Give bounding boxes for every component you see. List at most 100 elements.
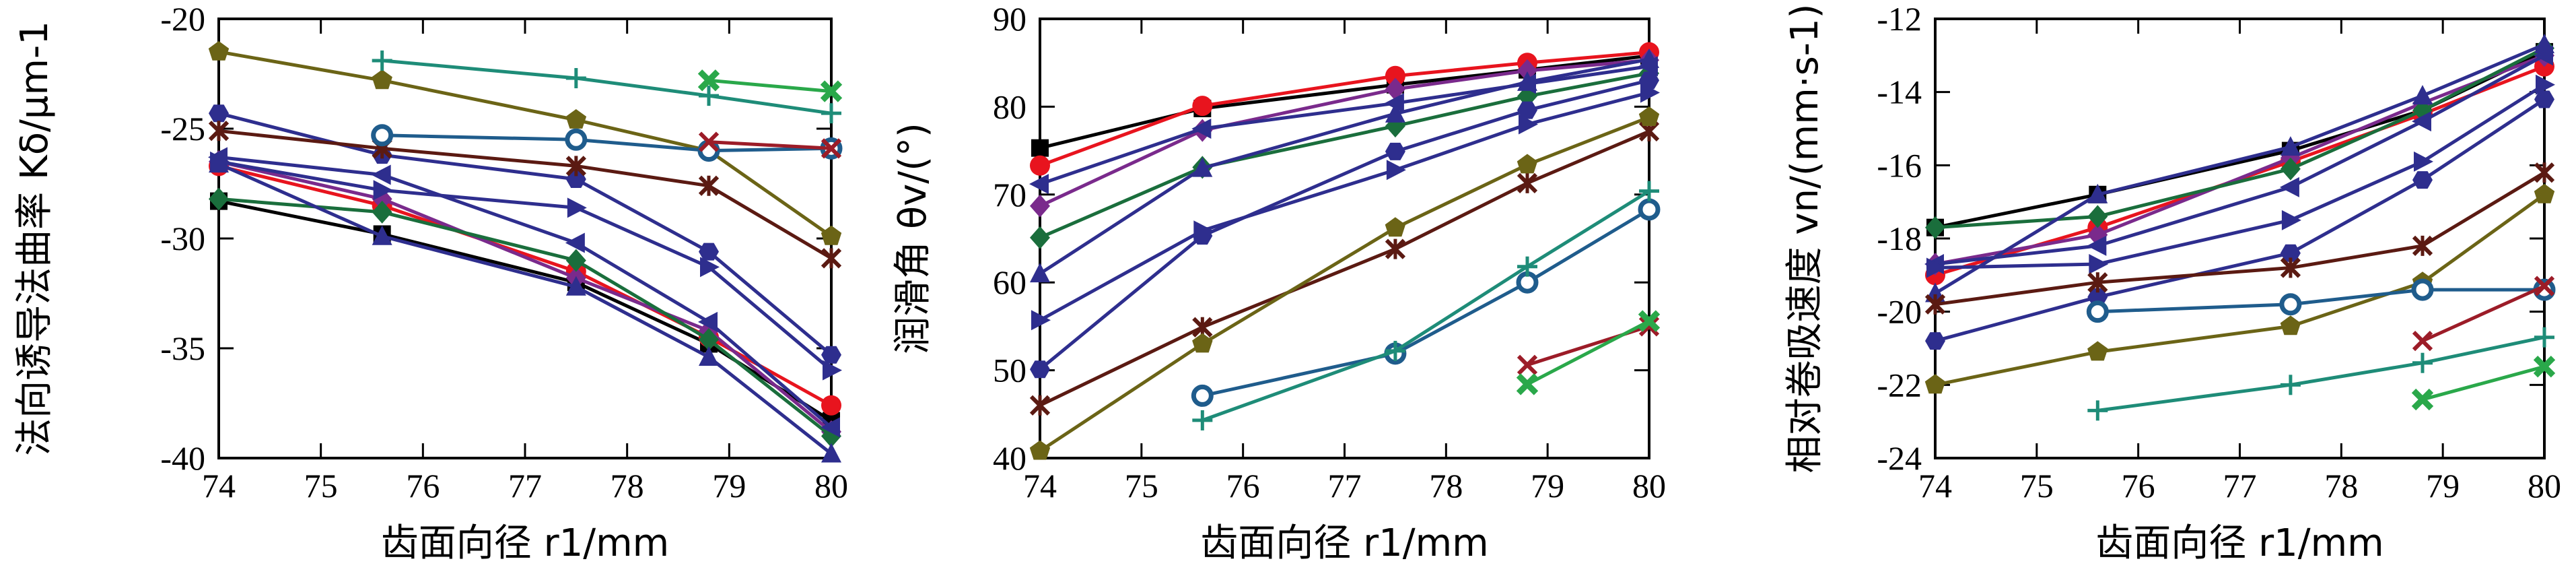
data-point xyxy=(1638,310,1661,332)
data-point xyxy=(567,197,587,218)
series-12 xyxy=(698,131,842,159)
data-point xyxy=(1516,373,1539,395)
data-point xyxy=(565,232,585,253)
data-point xyxy=(821,103,841,124)
y-tick-label: -35 xyxy=(160,329,205,367)
x-tick-label: 76 xyxy=(2122,467,2155,505)
data-point xyxy=(2412,235,2433,256)
series-line xyxy=(1935,83,2546,269)
data-point xyxy=(2534,162,2555,183)
data-point xyxy=(1519,114,1538,135)
y-tick-label: -16 xyxy=(1877,146,1922,184)
x-tick-label: 79 xyxy=(1531,467,1564,505)
series-5 xyxy=(1926,74,2555,278)
data-point xyxy=(1924,374,1946,394)
data-point xyxy=(2280,157,2301,181)
series-line xyxy=(708,140,832,150)
data-point xyxy=(1384,93,1404,114)
y-axis-title: 法向诱导法曲率 Kδ/μm-1 xyxy=(13,21,57,456)
data-point xyxy=(2087,205,2108,228)
data-point xyxy=(1517,71,1537,91)
series-4 xyxy=(208,147,840,438)
data-point xyxy=(1385,142,1405,160)
data-point xyxy=(698,311,718,332)
data-point xyxy=(1385,77,1405,101)
y-tick-label: -40 xyxy=(160,439,205,477)
series-line xyxy=(218,199,833,422)
data-point xyxy=(2280,244,2301,262)
y-axis-title: 相对卷吸速度 vn/(mm·s-1) xyxy=(1783,4,1827,474)
y-tick-label: 90 xyxy=(993,0,1026,38)
data-point xyxy=(1386,160,1406,181)
data-point xyxy=(2534,276,2555,296)
data-point xyxy=(372,200,392,224)
x-tick-label: 79 xyxy=(712,467,746,505)
y-tick-label: -24 xyxy=(1877,439,1922,477)
series-13 xyxy=(2411,355,2556,411)
x-tick-label: 76 xyxy=(406,467,440,505)
y-tick-label: -20 xyxy=(1877,293,1922,331)
x-axis-title: 齿面向径 r1/mm xyxy=(1200,521,1488,565)
series-line xyxy=(2097,288,2544,314)
data-point xyxy=(1385,217,1406,237)
data-point xyxy=(1191,384,1214,407)
series-5 xyxy=(1031,82,1660,331)
data-point xyxy=(1192,410,1213,430)
data-point xyxy=(1639,71,1659,90)
data-point xyxy=(698,131,720,152)
series-line xyxy=(2422,364,2545,402)
data-point xyxy=(821,346,841,364)
series-10 xyxy=(2086,278,2556,323)
series-7 xyxy=(209,153,841,463)
data-point xyxy=(821,248,842,269)
data-point xyxy=(1029,174,1049,195)
x-tick-label: 74 xyxy=(202,467,236,505)
data-point xyxy=(699,86,719,106)
data-point xyxy=(821,138,842,159)
data-point xyxy=(821,395,841,416)
data-point xyxy=(2087,400,2108,421)
series-0 xyxy=(210,192,840,430)
x-tick-label: 77 xyxy=(508,467,542,505)
data-point xyxy=(2534,90,2554,108)
data-point xyxy=(2087,235,2107,256)
series-line xyxy=(1935,65,2545,277)
series-6 xyxy=(1030,71,1659,379)
data-point xyxy=(2279,176,2299,197)
series-line xyxy=(1039,78,1650,371)
chart-panel-lubrication-angle: 74 75 76 77 78 79 80 40 50 60 70 80 90 齿面向径 r1/mm 润滑角 … xyxy=(891,0,1666,565)
data-point xyxy=(1192,333,1213,353)
data-point xyxy=(700,257,720,278)
data-point xyxy=(371,124,394,147)
x-tick-label: 78 xyxy=(611,467,644,505)
data-point xyxy=(372,50,392,71)
data-point xyxy=(1517,172,1538,193)
data-point xyxy=(1638,198,1661,221)
x-tick-label: 79 xyxy=(2426,467,2460,505)
data-point xyxy=(1030,155,1050,176)
series-12 xyxy=(2412,276,2555,352)
data-point xyxy=(2412,171,2433,189)
y-tick-label: -14 xyxy=(1877,73,1922,111)
data-point xyxy=(697,69,720,92)
y-tick-label: -18 xyxy=(1877,220,1922,257)
data-point xyxy=(2534,34,2554,54)
series-10 xyxy=(371,124,843,162)
data-point xyxy=(2280,375,2301,395)
data-point xyxy=(565,68,586,89)
data-point xyxy=(1385,65,1405,86)
data-point xyxy=(1517,354,1538,375)
data-point xyxy=(1925,216,1945,239)
data-point xyxy=(1385,340,1405,361)
y-tick-label: -25 xyxy=(160,110,205,148)
y-axis-title: 润滑角 θv/(°) xyxy=(891,123,935,354)
data-point xyxy=(1192,96,1213,117)
data-point xyxy=(372,69,392,90)
data-point xyxy=(1192,157,1213,177)
data-point xyxy=(1385,102,1405,123)
data-point xyxy=(1192,227,1213,245)
series-line xyxy=(382,59,832,115)
chart-panel-entrainment-velocity: 74 75 76 77 78 79 80 -12 -14 -16 -18 -20 -22 -24 齿面向径 … xyxy=(1783,0,2561,565)
data-point xyxy=(2087,288,2108,306)
data-point xyxy=(1924,294,1946,315)
